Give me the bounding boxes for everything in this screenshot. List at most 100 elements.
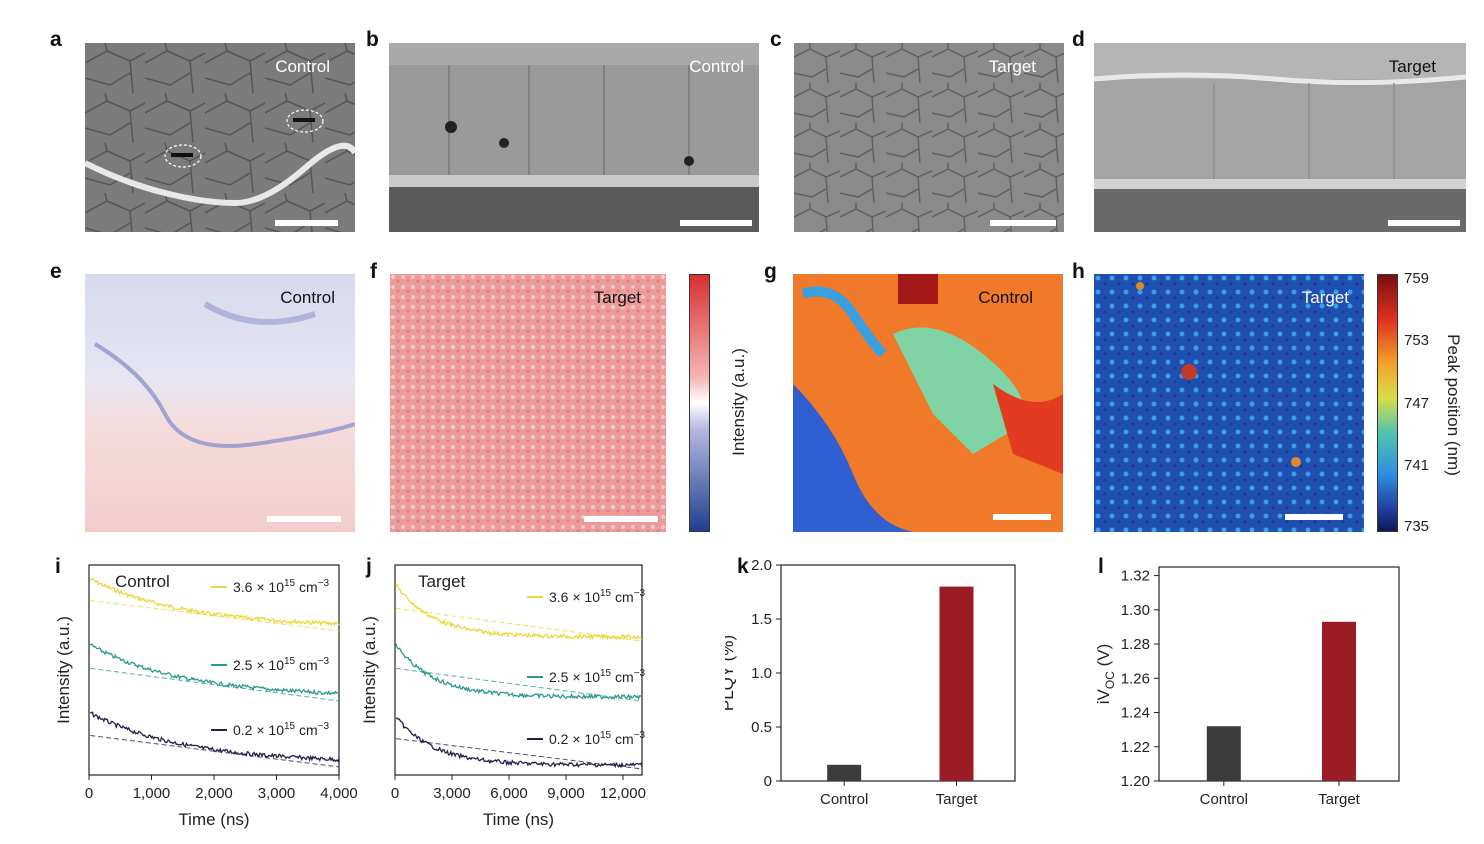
panel-label-j: j — [366, 555, 372, 578]
intensity-colorbar-label: Intensity (a.u.) — [729, 348, 748, 456]
pl-intensity-map-f: Target — [390, 274, 666, 532]
y-tick-label: 0 — [764, 773, 772, 790]
colorbar-tick: 741 — [1404, 457, 1430, 474]
y-tick-label: 1.5 — [751, 611, 772, 628]
map-g-label: Control — [978, 288, 1033, 307]
x-tick-label: 0 — [85, 785, 93, 802]
x-tick-label: 4,000 — [320, 785, 358, 802]
y-axis-label: Intensity (a.u.) — [54, 616, 73, 724]
peak-colorbar-label: Peak position (nm) — [1444, 334, 1463, 476]
map-f-label: Target — [593, 288, 641, 307]
sem-image-b: Control — [389, 43, 759, 232]
panel-label-l: l — [1098, 555, 1104, 578]
y-axis-label: PLQY (%) — [725, 635, 737, 711]
colorbar-tick: 759 — [1404, 270, 1430, 287]
y-tick-label: 1.20 — [1121, 773, 1150, 790]
sem-image-d: Target — [1094, 43, 1466, 232]
y-tick-label: 2.0 — [751, 557, 772, 574]
fit-line — [90, 667, 340, 702]
decay-curve — [395, 717, 643, 769]
legend-label: 0.2 × 1015 cm−3 — [549, 730, 646, 747]
pl-intensity-map-e: Control — [85, 274, 355, 532]
panel-label-e: e — [50, 260, 62, 283]
scale-bar — [990, 220, 1056, 226]
bar — [827, 764, 862, 781]
fit-line — [90, 735, 340, 768]
x-tick-label: 6,000 — [490, 785, 528, 802]
scale-bar — [993, 514, 1051, 520]
decay-curve — [90, 711, 340, 763]
y-tick-label: 0.5 — [751, 719, 772, 736]
colorbar-tick: 747 — [1404, 395, 1430, 412]
scale-bar — [1285, 514, 1343, 520]
trpl-chart-control: 0 1,000 2,000 3,000 4,000 Time (ns) Intensity … — [54, 564, 358, 829]
peak-position-colorbar — [1377, 274, 1398, 532]
panel-label-d: d — [1072, 28, 1085, 51]
x-tick-label: Control — [820, 791, 868, 808]
bar — [939, 586, 974, 781]
fit-line — [395, 667, 643, 702]
y-tick-label: 1.28 — [1121, 636, 1150, 653]
x-tick-label: 12,000 — [600, 785, 646, 802]
peak-colorbar-ticks: 759 753 747 741 735 — [1404, 268, 1444, 538]
sem-c-label: Target — [988, 57, 1036, 76]
map-e-label: Control — [280, 288, 335, 307]
plot-frame — [1158, 566, 1400, 782]
y-tick-label: 1.30 — [1121, 602, 1150, 619]
scale-bar — [275, 220, 338, 226]
plqy-bar-chart: 0 0.5 1.0 1.5 2.0 Control Target PLQY (%) — [725, 557, 1016, 808]
scale-bar — [1388, 220, 1460, 226]
fit-line — [395, 607, 643, 642]
panel-label-a: a — [50, 28, 62, 51]
peak-position-map-g: Control — [793, 274, 1063, 532]
panel-label-b: b — [366, 28, 379, 51]
y-axis-label: iVOC (V) — [1095, 644, 1117, 705]
bar — [1206, 726, 1241, 781]
panel-label-g: g — [764, 260, 777, 283]
scale-bar — [584, 516, 658, 522]
map-h-label: Target — [1301, 288, 1349, 307]
colorbar-tick: 753 — [1404, 332, 1430, 349]
ivoc-bar-chart: 1.20 1.22 1.24 1.26 1.28 1.30 1.32 Control Targe… — [1095, 566, 1400, 808]
fit-line — [395, 738, 643, 770]
colorbar-tick: 735 — [1404, 518, 1430, 535]
x-axis-label: Time (ns) — [178, 810, 249, 829]
peak-position-map-h: Target — [1094, 274, 1364, 532]
legend-label: 2.5 × 1015 cm−3 — [233, 656, 330, 673]
chart-title: Target — [418, 572, 466, 591]
bar — [1322, 621, 1356, 781]
scale-bar — [680, 220, 752, 226]
panel-label-i: i — [55, 555, 61, 578]
y-tick-label: 1.0 — [751, 665, 772, 682]
sem-image-c: Target — [794, 43, 1064, 232]
x-axis-label: Time (ns) — [483, 810, 554, 829]
sem-a-label: Control — [275, 57, 330, 76]
peak-colorbar-label-box: Peak position (nm) — [1441, 280, 1465, 530]
panel-label-h: h — [1072, 260, 1085, 283]
decay-curve — [89, 643, 340, 696]
x-tick-label: 1,000 — [133, 785, 171, 802]
sem-image-a: Control — [85, 43, 355, 232]
legend-label: 0.2 × 1015 cm−3 — [233, 721, 330, 738]
x-tick-label: 9,000 — [547, 785, 585, 802]
chart-title: Control — [115, 572, 170, 591]
decay-curve — [395, 643, 643, 701]
scale-bar — [267, 516, 341, 522]
plot-frame — [780, 564, 1016, 782]
trpl-chart-target: 0 3,000 6,000 9,000 12,000 Time (ns) Intensity… — [360, 564, 646, 829]
intensity-colorbar-label-box: Intensity (a.u.) — [727, 278, 751, 526]
sem-b-label: Control — [689, 57, 744, 76]
y-tick-label: 1.22 — [1121, 739, 1150, 756]
decay-curve — [395, 583, 643, 641]
y-tick-label: 1.24 — [1121, 705, 1150, 722]
legend-label: 3.6 × 1015 cm−3 — [549, 588, 646, 605]
fit-line — [90, 600, 340, 632]
x-tick-label: 2,000 — [195, 785, 233, 802]
x-tick-label: 0 — [391, 785, 399, 802]
panel-label-f: f — [370, 260, 377, 283]
intensity-colorbar — [689, 274, 710, 532]
legend-label: 2.5 × 1015 cm−3 — [549, 668, 646, 685]
sem-d-label: Target — [1388, 57, 1436, 76]
x-tick-label: Target — [1318, 791, 1361, 808]
decay-curve — [89, 577, 340, 627]
